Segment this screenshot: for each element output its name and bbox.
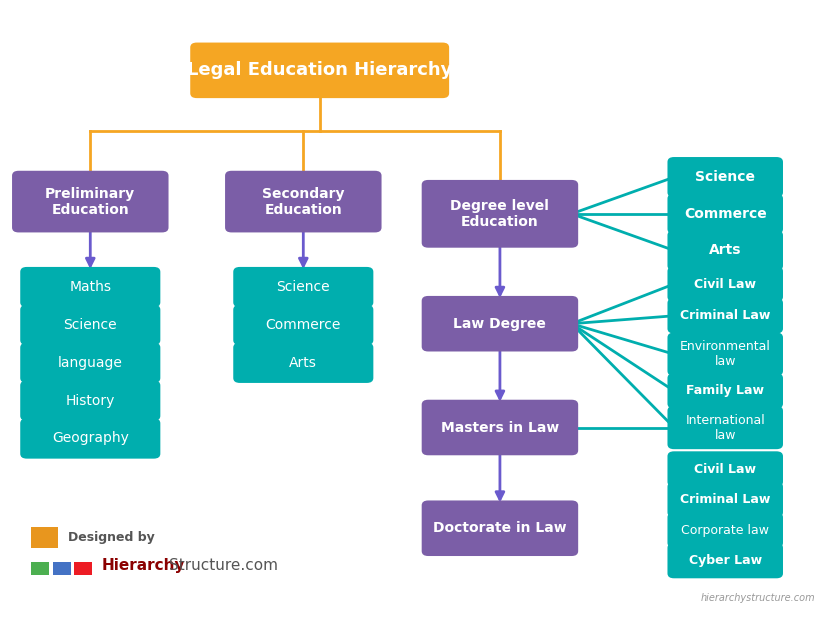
FancyBboxPatch shape (20, 267, 161, 307)
Text: hierarchystructure.com: hierarchystructure.com (701, 593, 815, 603)
FancyBboxPatch shape (12, 171, 169, 232)
FancyBboxPatch shape (74, 562, 92, 575)
Text: Preliminary
Education: Preliminary Education (45, 186, 135, 217)
Text: Legal Education Hierarchy: Legal Education Hierarchy (187, 61, 452, 79)
FancyBboxPatch shape (421, 296, 579, 351)
Text: International
law: International law (686, 414, 765, 442)
FancyBboxPatch shape (667, 157, 783, 197)
FancyBboxPatch shape (667, 231, 783, 270)
Text: Doctorate in Law: Doctorate in Law (433, 521, 567, 535)
Text: Maths: Maths (69, 280, 111, 294)
Text: Criminal Law: Criminal Law (680, 309, 771, 322)
FancyBboxPatch shape (421, 180, 579, 248)
Text: Hierarchy: Hierarchy (102, 558, 186, 573)
Text: Secondary
Education: Secondary Education (262, 186, 344, 217)
FancyBboxPatch shape (191, 42, 449, 98)
FancyBboxPatch shape (667, 451, 783, 487)
FancyBboxPatch shape (233, 305, 374, 345)
FancyBboxPatch shape (667, 543, 783, 578)
FancyBboxPatch shape (233, 267, 374, 307)
FancyBboxPatch shape (53, 562, 70, 575)
Text: Designed by: Designed by (69, 531, 155, 544)
Text: Geography: Geography (52, 432, 129, 445)
FancyBboxPatch shape (667, 333, 783, 376)
FancyBboxPatch shape (667, 406, 783, 449)
FancyBboxPatch shape (31, 527, 58, 548)
Text: Civil Law: Civil Law (694, 277, 757, 290)
FancyBboxPatch shape (233, 343, 374, 383)
Text: Law Degree: Law Degree (453, 316, 547, 331)
FancyBboxPatch shape (667, 512, 783, 548)
FancyBboxPatch shape (421, 400, 579, 455)
FancyBboxPatch shape (20, 381, 161, 421)
FancyBboxPatch shape (20, 419, 161, 459)
Text: Cyber Law: Cyber Law (689, 554, 762, 567)
Text: Structure.com: Structure.com (169, 558, 278, 573)
Text: Science: Science (696, 170, 755, 184)
Text: Degree level
Education: Degree level Education (451, 199, 549, 229)
FancyBboxPatch shape (667, 298, 783, 333)
Text: Corporate law: Corporate law (681, 523, 769, 536)
Text: Family Law: Family Law (686, 384, 764, 397)
Text: language: language (58, 356, 123, 370)
Text: Environmental
law: Environmental law (680, 340, 771, 368)
Text: Arts: Arts (709, 244, 742, 257)
Text: Commerce: Commerce (684, 207, 767, 221)
Text: Arts: Arts (289, 356, 317, 370)
FancyBboxPatch shape (31, 562, 49, 575)
FancyBboxPatch shape (667, 194, 783, 234)
FancyBboxPatch shape (20, 305, 161, 345)
Text: Masters in Law: Masters in Law (441, 421, 559, 434)
Text: Science: Science (277, 280, 330, 294)
FancyBboxPatch shape (667, 266, 783, 302)
Text: Science: Science (64, 318, 117, 332)
FancyBboxPatch shape (225, 171, 381, 232)
FancyBboxPatch shape (421, 500, 579, 556)
Text: History: History (65, 394, 115, 407)
Text: Civil Law: Civil Law (694, 462, 757, 475)
FancyBboxPatch shape (20, 343, 161, 383)
Text: Commerce: Commerce (266, 318, 341, 332)
FancyBboxPatch shape (667, 482, 783, 517)
FancyBboxPatch shape (667, 373, 783, 409)
Text: Criminal Law: Criminal Law (680, 493, 771, 506)
